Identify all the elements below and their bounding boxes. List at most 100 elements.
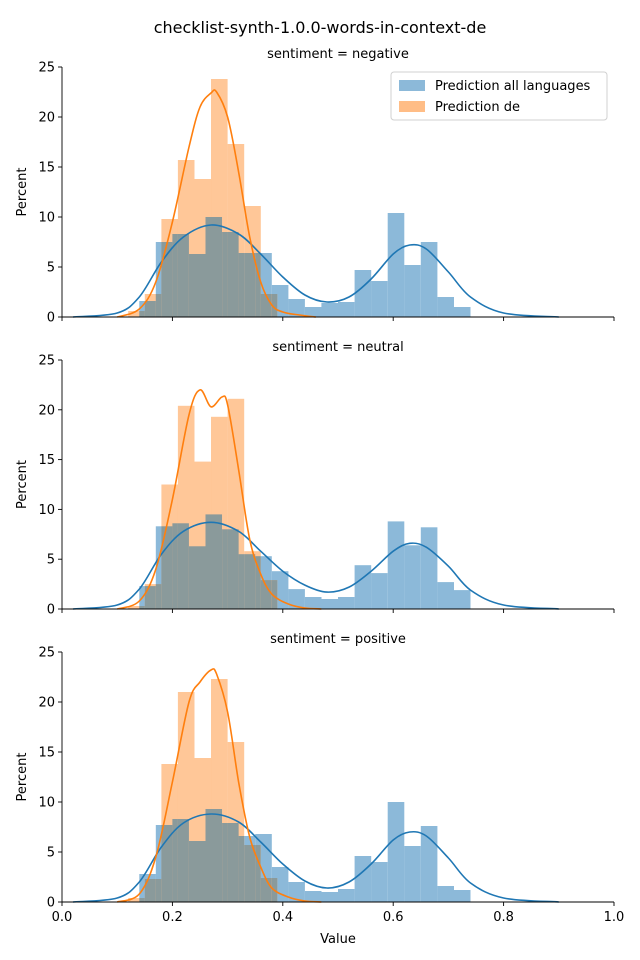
bar-all-9 bbox=[288, 589, 305, 609]
bar-overlap-7-8 bbox=[260, 580, 272, 609]
bar-all-19 bbox=[453, 590, 471, 609]
y-tick-label: 10 bbox=[38, 211, 55, 226]
bar-overlap-0-0 bbox=[139, 606, 145, 609]
bar-overlap-0-1 bbox=[144, 879, 156, 902]
bar-overlap-4-5 bbox=[211, 514, 222, 609]
bar-all-10 bbox=[304, 597, 322, 609]
bar-all-11 bbox=[321, 892, 338, 902]
y-tick-label: 20 bbox=[38, 111, 55, 126]
x-tick-label: 0.4 bbox=[272, 910, 293, 925]
panel-0: 0 5 10 15 20 25 sentiment = negative Percent bbox=[15, 47, 615, 326]
legend-label-1: Prediction de bbox=[435, 100, 520, 115]
bar-overlap-6-6 bbox=[238, 554, 245, 609]
bar-overlap-4-5 bbox=[211, 217, 222, 317]
legend-box bbox=[390, 71, 608, 121]
bar-overlap-0-0 bbox=[139, 898, 145, 902]
x-tick-label: 0.6 bbox=[383, 910, 404, 925]
kde-line-de bbox=[116, 89, 316, 318]
bar-all-16 bbox=[404, 846, 421, 902]
legend-swatch-1 bbox=[399, 101, 425, 112]
bar-overlap-5-6 bbox=[227, 529, 239, 609]
bar-all-17 bbox=[420, 527, 438, 609]
bar-overlap-3-3 bbox=[189, 254, 195, 317]
kde-line-all bbox=[72, 813, 559, 903]
bar-all-12 bbox=[338, 889, 355, 902]
bar-all-19 bbox=[453, 890, 471, 902]
y-axis-label: Percent bbox=[15, 753, 30, 802]
legend-swatch-0 bbox=[399, 80, 425, 91]
bars-overlap bbox=[139, 514, 278, 609]
bar-overlap-5-6 bbox=[227, 823, 239, 902]
y-tick-label: 25 bbox=[38, 354, 55, 369]
bar-all-11 bbox=[321, 599, 338, 609]
bar-de-0 bbox=[128, 606, 145, 609]
bar-de-0 bbox=[128, 311, 145, 317]
bar-overlap-6-7 bbox=[244, 554, 256, 609]
bar-overlap-4-4 bbox=[205, 809, 211, 902]
bar-all-14 bbox=[371, 281, 388, 317]
bar-overlap-0-1 bbox=[144, 301, 156, 317]
bar-all-14 bbox=[371, 862, 388, 902]
bar-all-12 bbox=[338, 302, 355, 317]
bar-all-13 bbox=[354, 856, 372, 902]
bar-overlap-4-4 bbox=[205, 217, 211, 317]
bar-overlap-5-5 bbox=[222, 823, 228, 902]
figure-title: checklist-synth-1.0.0-words-in-context-d… bbox=[154, 18, 487, 37]
bar-overlap-1-1 bbox=[155, 294, 162, 317]
y-tick-label: 5 bbox=[47, 553, 55, 568]
y-tick-label: 25 bbox=[38, 646, 55, 661]
bar-all-11 bbox=[321, 303, 338, 317]
bar-all-15 bbox=[387, 802, 405, 902]
panel-title: sentiment = neutral bbox=[272, 340, 403, 355]
y-tick-label: 25 bbox=[38, 61, 55, 76]
x-tick-label: 0.0 bbox=[52, 910, 73, 925]
y-tick-label: 5 bbox=[47, 261, 55, 276]
bar-all-10 bbox=[304, 307, 322, 317]
bars-overlap bbox=[139, 809, 278, 902]
bar-de-0 bbox=[128, 898, 145, 902]
y-tick-label: 5 bbox=[47, 846, 55, 861]
bar-overlap-6-7 bbox=[244, 845, 256, 902]
bar-overlap-2-2 bbox=[172, 819, 178, 902]
y-tick-label: 20 bbox=[38, 403, 55, 418]
bar-all-18 bbox=[437, 297, 454, 317]
bar-overlap-1-1 bbox=[155, 584, 162, 609]
bar-overlap-1-2 bbox=[161, 825, 173, 902]
bar-overlap-0-1 bbox=[144, 586, 156, 609]
panel-title: sentiment = positive bbox=[270, 632, 406, 647]
bar-all-17 bbox=[420, 242, 438, 317]
chart-panels: 0 5 10 15 20 25 sentiment = negative Percent 0 5 1… bbox=[15, 47, 624, 947]
x-tick-label: 0.8 bbox=[493, 910, 514, 925]
bar-overlap-6-7 bbox=[244, 253, 256, 317]
bar-all-15 bbox=[387, 213, 405, 317]
bar-overlap-1-2 bbox=[161, 526, 173, 609]
bar-overlap-3-4 bbox=[194, 254, 206, 317]
bar-overlap-6-6 bbox=[238, 836, 245, 902]
bar-overlap-2-3 bbox=[177, 819, 189, 902]
bar-all-19 bbox=[453, 307, 471, 317]
legend: Prediction all languages Prediction de bbox=[390, 71, 608, 121]
bar-all-16 bbox=[404, 265, 421, 317]
y-tick-label: 15 bbox=[38, 746, 55, 761]
x-tick-label: 1.0 bbox=[604, 910, 625, 925]
panel-2: 0 5 10 15 20 25 0.0 0.2 0.4 0.6 0.8 1.0 sentiment = … bbox=[15, 632, 624, 947]
x-axis-label: Value bbox=[320, 932, 356, 947]
bar-overlap-1-1 bbox=[155, 879, 162, 902]
y-tick-label: 15 bbox=[38, 161, 55, 176]
bar-overlap-8-8 bbox=[271, 294, 278, 317]
y-tick-label: 10 bbox=[38, 503, 55, 518]
bar-overlap-2-2 bbox=[172, 234, 178, 317]
bar-all-14 bbox=[371, 573, 388, 609]
bar-overlap-7-7 bbox=[255, 556, 261, 609]
y-tick-label: 0 bbox=[47, 603, 55, 618]
bar-overlap-1-2 bbox=[161, 242, 173, 317]
bar-overlap-2-2 bbox=[172, 523, 178, 609]
y-tick-label: 15 bbox=[38, 453, 55, 468]
bar-overlap-5-6 bbox=[227, 232, 239, 317]
y-tick-label: 10 bbox=[38, 796, 55, 811]
bar-all-13 bbox=[354, 270, 372, 317]
bar-all-17 bbox=[420, 826, 438, 902]
bar-all-9 bbox=[288, 882, 305, 902]
bar-all-16 bbox=[404, 545, 421, 609]
